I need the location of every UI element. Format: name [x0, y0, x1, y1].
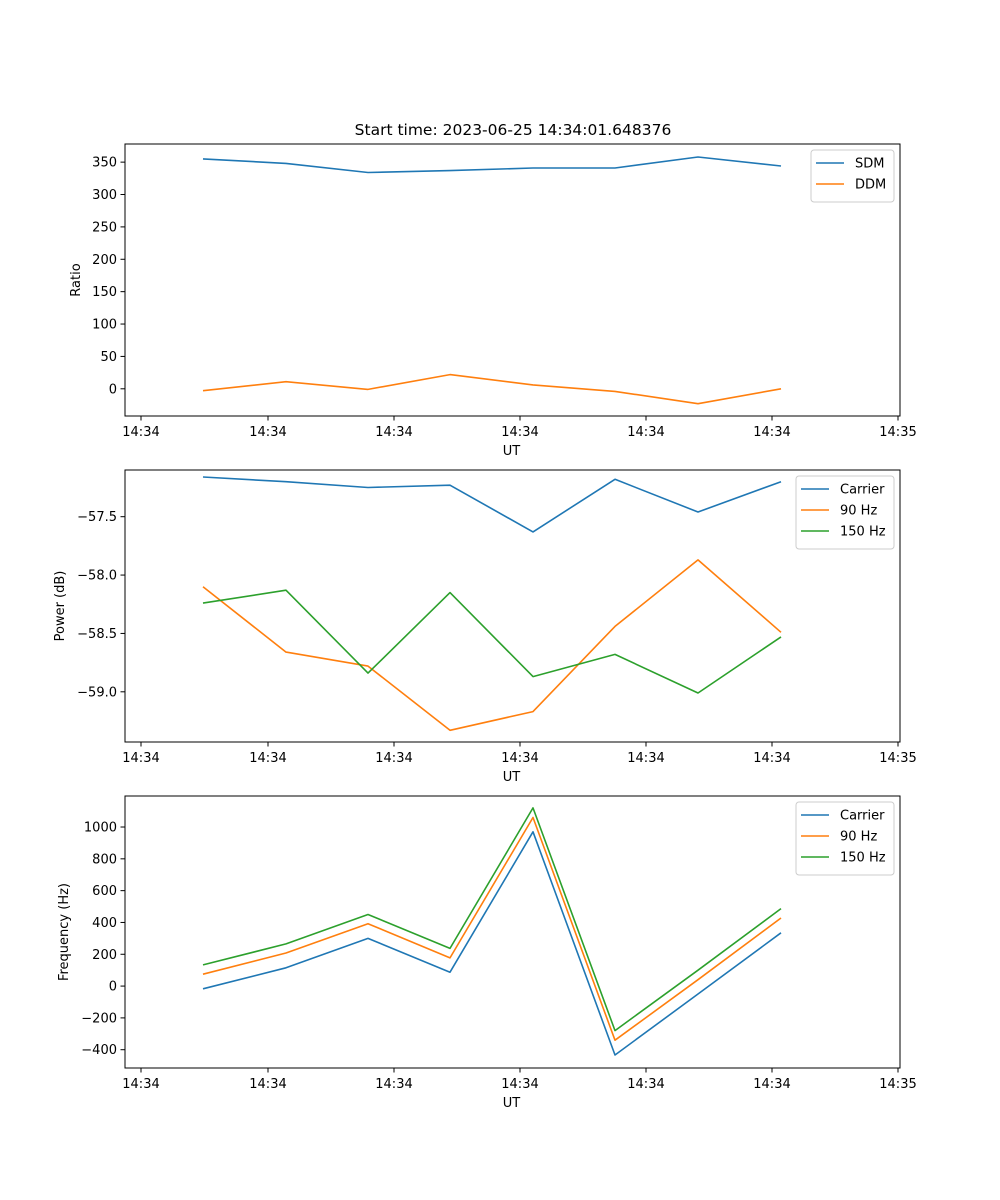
x-tick-label: 14:34 [122, 751, 159, 766]
x-tick-label: 14:34 [375, 1077, 412, 1092]
y-tick-label: 0 [109, 382, 117, 397]
legend-entry: Carrier [840, 483, 885, 498]
y-tick-label: 1000 [84, 821, 117, 836]
x-tick-label: 14:34 [627, 1077, 664, 1092]
x-tick-label: 14:34 [627, 425, 664, 440]
y-tick-label: 250 [92, 220, 117, 235]
x-tick-label: 14:34 [627, 751, 664, 766]
x-axis-label: UT [503, 770, 521, 785]
y-tick-label: 350 [92, 156, 117, 171]
legend-entry: 90 Hz [840, 504, 877, 519]
x-tick-label: 14:34 [501, 1077, 538, 1092]
subplot-3: 14:34 14:34 14:34 14:34 14:34 14:34 14:35 UT −40… [57, 795, 917, 1111]
x-tick-label: 14:34 [122, 1077, 159, 1092]
series-line-carrier [202, 830, 782, 1056]
x-tick-label: 14:34 [501, 751, 538, 766]
y-tick-label: 0 [109, 980, 117, 995]
legend-entry: DDM [855, 178, 886, 193]
legend-entry: 90 Hz [840, 830, 877, 845]
y-tick-label: 200 [92, 948, 117, 963]
y-tick-label: 50 [100, 350, 117, 365]
series-line-90-hz [202, 816, 782, 1041]
x-tick-label: 14:34 [753, 1077, 790, 1092]
y-tick-label: 200 [92, 253, 117, 268]
legend: SDM DDM [810, 149, 895, 203]
legend-entry: Carrier [840, 809, 885, 824]
legend-entry: 150 Hz [840, 851, 886, 866]
series-line-150-hz [202, 807, 782, 1032]
legend-entry: SDM [855, 157, 884, 172]
axes-frame [124, 469, 901, 743]
x-tick-label: 14:34 [375, 751, 412, 766]
legend: Carrier 90 Hz 150 Hz [795, 475, 895, 550]
y-tick-label: 400 [92, 916, 117, 931]
x-tick-label: 14:34 [375, 425, 412, 440]
x-tick-label: 14:34 [501, 425, 538, 440]
y-tick-label: −58.5 [77, 627, 117, 642]
axes-frame [124, 795, 901, 1069]
series-line-150-hz [202, 589, 782, 694]
x-tick-label: 14:34 [122, 425, 159, 440]
subplot-1: 14:34 14:34 14:34 14:34 14:34 14:34 14:35 UT 0 50… [69, 143, 917, 459]
y-tick-label: 600 [92, 884, 117, 899]
y-tick-label: 800 [92, 852, 117, 867]
legend: Carrier 90 Hz 150 Hz [795, 801, 895, 876]
legend-entry: 150 Hz [840, 525, 886, 540]
subplot-2: 14:34 14:34 14:34 14:34 14:34 14:34 14:35 UT −57… [53, 469, 917, 785]
y-axis-label: Frequency (Hz) [57, 883, 72, 981]
y-tick-label: 300 [92, 188, 117, 203]
y-tick-label: 150 [92, 285, 117, 300]
y-tick-label: −58.0 [77, 569, 117, 584]
x-tick-label: 14:35 [879, 751, 916, 766]
axes-frame [124, 143, 901, 417]
y-tick-label: −57.5 [77, 510, 117, 525]
series-line-ddm [202, 373, 782, 405]
x-tick-label: 14:34 [249, 1077, 286, 1092]
figure-title: Start time: 2023-06-25 14:34:01.648376 [355, 121, 672, 139]
y-tick-label: −59.0 [77, 685, 117, 700]
y-axis-label: Power (dB) [53, 571, 68, 642]
x-tick-label: 14:35 [879, 425, 916, 440]
x-axis-label: UT [503, 444, 521, 459]
series-line-sdm [202, 156, 782, 174]
y-tick-label: 100 [92, 318, 117, 333]
x-tick-label: 14:35 [879, 1077, 916, 1092]
x-tick-label: 14:34 [753, 751, 790, 766]
subplots: 14:34 14:34 14:34 14:34 14:34 14:34 14:35 UT 0 50… [53, 143, 917, 1111]
series-line-90-hz [202, 559, 782, 732]
y-tick-label: −200 [81, 1011, 117, 1026]
series-line-carrier [202, 476, 782, 533]
x-axis-label: UT [503, 1096, 521, 1111]
x-tick-label: 14:34 [249, 751, 286, 766]
y-tick-label: −400 [81, 1043, 117, 1058]
y-axis-label: Ratio [69, 263, 84, 296]
x-tick-label: 14:34 [249, 425, 286, 440]
x-tick-label: 14:34 [753, 425, 790, 440]
